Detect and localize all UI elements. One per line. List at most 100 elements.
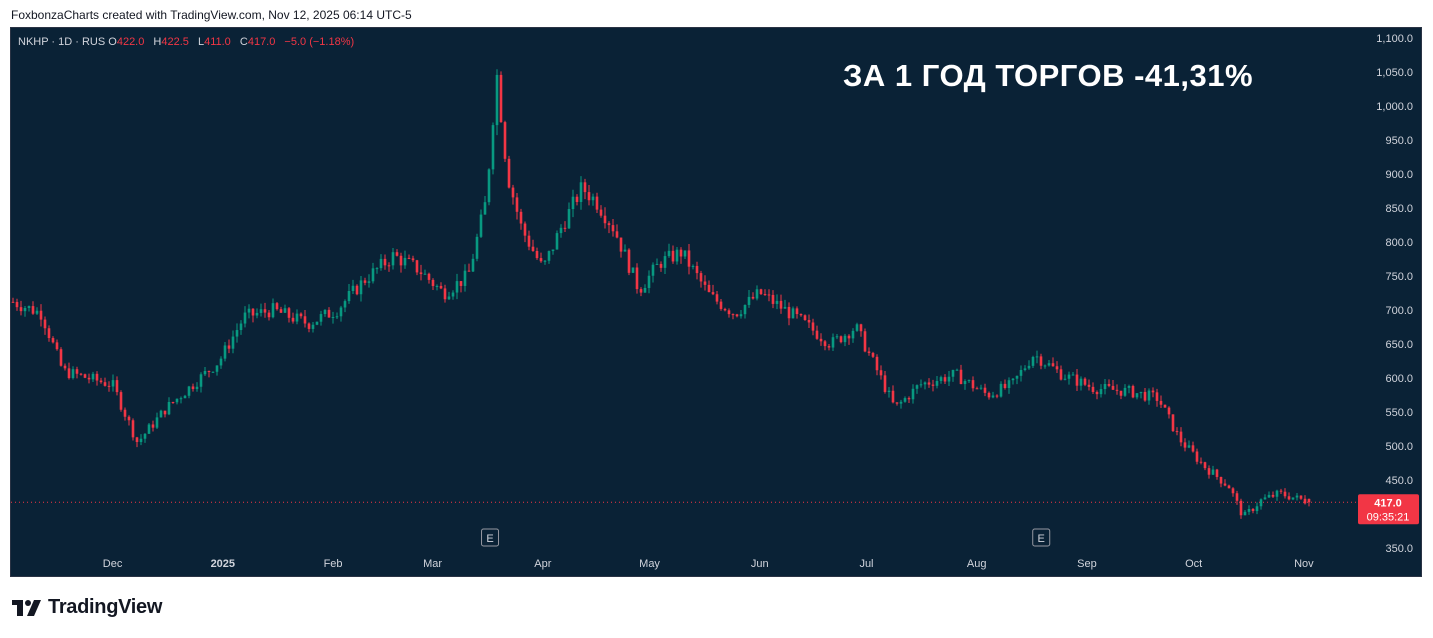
candle-body[interactable] — [723, 308, 727, 311]
chart-panel[interactable]: 350.0 450.0 500.0 550.0 600.0 650.0 700.0 750.0… — [10, 27, 1422, 577]
candle-body[interactable] — [515, 197, 519, 212]
candle-body[interactable] — [1251, 508, 1255, 512]
candle-body[interactable] — [323, 309, 327, 315]
candle-body[interactable] — [251, 308, 255, 316]
candle-body[interactable] — [987, 392, 991, 398]
candle-body[interactable] — [183, 395, 187, 399]
candle-body[interactable] — [547, 251, 551, 261]
candle-body[interactable] — [79, 373, 83, 375]
earnings-marker[interactable] — [481, 528, 500, 547]
candle-body[interactable] — [907, 398, 911, 400]
candle-body[interactable] — [1031, 356, 1035, 366]
candle-body[interactable] — [123, 409, 127, 417]
price-tag[interactable] — [1358, 494, 1419, 525]
candle-body[interactable] — [519, 211, 523, 224]
candle-body[interactable] — [1087, 384, 1091, 387]
candle-body[interactable] — [575, 196, 579, 202]
candle-body[interactable] — [167, 401, 171, 415]
candle-body[interactable] — [1159, 400, 1163, 405]
candle-body[interactable] — [95, 373, 99, 381]
tradingview-logo[interactable]: TradingView — [12, 596, 162, 619]
candle-body[interactable] — [367, 281, 371, 283]
candle-body[interactable] — [479, 214, 483, 237]
candle-body[interactable] — [211, 371, 215, 373]
price-chart[interactable]: 350.0 450.0 500.0 550.0 600.0 650.0 700.0 750.0… — [11, 28, 1422, 577]
candle-body[interactable] — [1283, 491, 1287, 497]
candle-body[interactable] — [1023, 368, 1027, 371]
candle-body[interactable] — [191, 386, 195, 390]
candle-body[interactable] — [975, 388, 979, 390]
candle-body[interactable] — [131, 420, 135, 438]
candle-body[interactable] — [1207, 468, 1211, 475]
candle-body[interactable] — [303, 316, 307, 324]
candle-body[interactable] — [1259, 499, 1263, 507]
candle-body[interactable] — [667, 250, 671, 257]
candle-body[interactable] — [1091, 386, 1095, 392]
candle-body[interactable] — [355, 285, 359, 295]
candle-body[interactable] — [27, 306, 31, 308]
candle-body[interactable] — [383, 258, 387, 266]
candle-body[interactable] — [331, 317, 335, 319]
candle-body[interactable] — [503, 122, 507, 159]
candle-body[interactable] — [699, 273, 703, 282]
candle-body[interactable] — [311, 324, 315, 329]
candle-body[interactable] — [783, 306, 787, 309]
candle-body[interactable] — [603, 215, 607, 224]
candle-body[interactable] — [1067, 374, 1071, 379]
candle-body[interactable] — [663, 256, 667, 268]
candle-body[interactable] — [591, 196, 595, 201]
candle-body[interactable] — [1263, 497, 1267, 500]
candle-body[interactable] — [863, 331, 867, 352]
candle-body[interactable] — [639, 289, 643, 293]
candle-body[interactable] — [1275, 490, 1279, 497]
candle-body[interactable] — [739, 314, 743, 317]
candle-body[interactable] — [1131, 385, 1135, 398]
candle-body[interactable] — [1215, 469, 1219, 477]
candle-body[interactable] — [583, 182, 587, 193]
candle-body[interactable] — [207, 370, 211, 372]
candle-body[interactable] — [347, 290, 351, 302]
candle-body[interactable] — [351, 285, 355, 291]
candle-body[interactable] — [947, 376, 951, 382]
candle-body[interactable] — [551, 249, 555, 252]
candle-body[interactable] — [747, 296, 751, 305]
candle-body[interactable] — [771, 294, 775, 304]
candle-body[interactable] — [851, 330, 855, 339]
candle-body[interactable] — [35, 310, 39, 314]
candle-body[interactable] — [579, 182, 583, 202]
candle-body[interactable] — [707, 284, 711, 293]
candle-body[interactable] — [631, 267, 635, 273]
candle-body[interactable] — [179, 398, 183, 400]
candle-body[interactable] — [751, 296, 755, 299]
candle-body[interactable] — [223, 345, 227, 359]
candle-body[interactable] — [1115, 389, 1119, 391]
candle-body[interactable] — [75, 369, 79, 374]
candle-body[interactable] — [83, 374, 87, 378]
candle-body[interactable] — [711, 292, 715, 295]
candle-body[interactable] — [1287, 496, 1291, 500]
candle-body[interactable] — [1015, 375, 1019, 379]
candle-body[interactable] — [187, 386, 191, 396]
candle-body[interactable] — [539, 258, 543, 262]
candle-body[interactable] — [543, 260, 547, 262]
candle-body[interactable] — [1007, 380, 1011, 389]
candle-body[interactable] — [59, 349, 63, 366]
candle-body[interactable] — [1179, 431, 1183, 443]
candle-body[interactable] — [1051, 363, 1055, 367]
candle-body[interactable] — [627, 249, 631, 273]
candle-body[interactable] — [71, 369, 75, 379]
candle-body[interactable] — [559, 227, 563, 234]
candle-body[interactable] — [911, 388, 915, 400]
candle-body[interactable] — [155, 417, 159, 428]
candle-body[interactable] — [647, 275, 651, 288]
candle-body[interactable] — [763, 294, 767, 296]
candle-body[interactable] — [587, 192, 591, 201]
candle-body[interactable] — [99, 380, 103, 383]
candle-body[interactable] — [47, 328, 51, 339]
candle-body[interactable] — [51, 338, 55, 343]
candle-body[interactable] — [139, 438, 143, 443]
candle-body[interactable] — [107, 385, 111, 387]
candle-body[interactable] — [1147, 390, 1151, 401]
candle-body[interactable] — [1163, 404, 1167, 408]
candle-body[interactable] — [1211, 469, 1215, 475]
